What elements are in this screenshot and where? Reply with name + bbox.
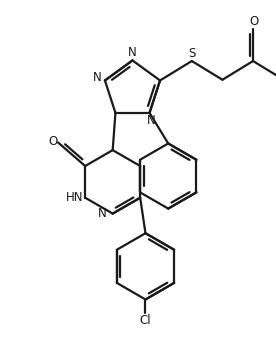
Text: N: N xyxy=(93,71,102,84)
Text: Cl: Cl xyxy=(140,314,151,327)
Text: N: N xyxy=(98,207,107,220)
Text: O: O xyxy=(250,15,259,28)
Text: S: S xyxy=(188,47,195,60)
Text: O: O xyxy=(49,135,58,148)
Text: N: N xyxy=(128,46,137,59)
Text: HN: HN xyxy=(66,191,83,204)
Text: N: N xyxy=(147,114,155,127)
